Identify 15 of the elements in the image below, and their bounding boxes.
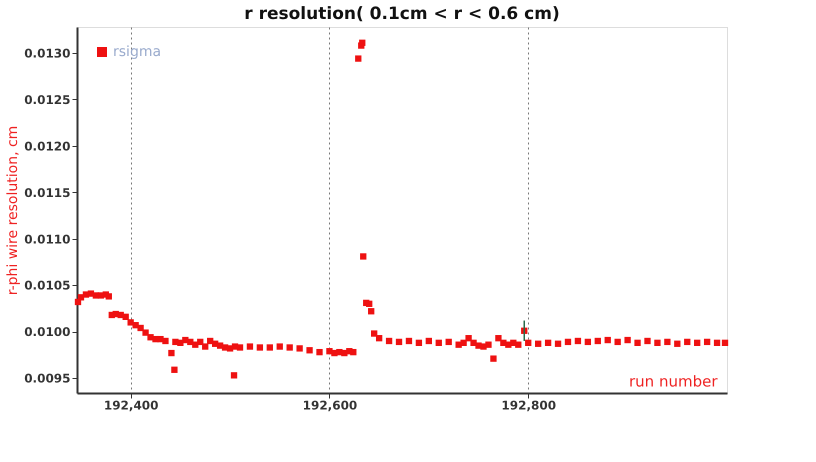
chart-title: r resolution( 0.1cm < r < 0.6 cm) xyxy=(244,4,560,24)
x-tick-label: 192,400 xyxy=(104,398,158,412)
y-tick-label: 0.0110 xyxy=(24,232,70,246)
y-tick-label: 0.0120 xyxy=(24,139,70,154)
y-tick-label: 0.0125 xyxy=(24,92,70,107)
y-tick-label: 0.0095 xyxy=(24,372,70,386)
y-axis-title: r-phi wire resolution, cm xyxy=(5,126,22,296)
x-axis-title: run number xyxy=(629,372,718,390)
legend-label: rsigma xyxy=(113,44,162,60)
x-tick-label: 192,600 xyxy=(302,398,358,412)
x-tick-label: 192,800 xyxy=(501,398,556,412)
y-tick-label: 0.0130 xyxy=(24,46,70,61)
y-tick-label: 0.0105 xyxy=(24,278,70,293)
y-tick-label: 0.0100 xyxy=(24,325,70,340)
y-tick-label: 0.0115 xyxy=(24,186,70,200)
